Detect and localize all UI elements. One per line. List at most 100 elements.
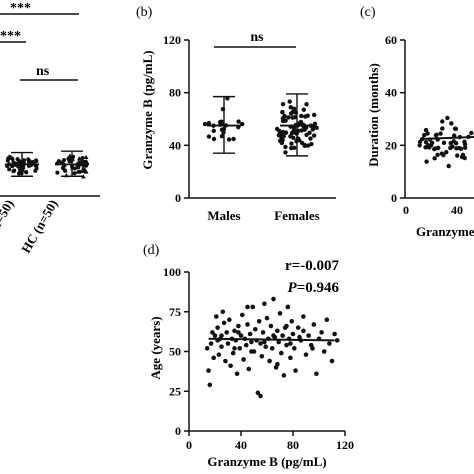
panel-c-label: (c) [360, 5, 376, 20]
panel-d-point [263, 344, 269, 350]
panel-a-point [72, 166, 77, 171]
panel-b-points [202, 93, 319, 157]
panel-b-category-females: Females [274, 208, 319, 223]
panel-d-point [219, 333, 224, 338]
panel-d-y-tick-label: 0 [175, 424, 181, 438]
panel-d-point [269, 346, 275, 351]
panel-c-point [446, 163, 451, 169]
panel-d-point [258, 341, 263, 346]
panel-d-point [303, 352, 309, 357]
panel-b-point [309, 141, 314, 147]
panel-d: (d) Age (years) 0 25 50 75 100 0 40 80 120 r=-0… [143, 243, 354, 469]
panel-d-point [245, 304, 250, 310]
panel-d-point [310, 346, 315, 351]
panel-b-point [288, 111, 294, 116]
panel-a-point [21, 158, 26, 163]
panel-d-point [247, 331, 253, 337]
panel-d-point [238, 333, 244, 338]
panel-c-point [449, 121, 454, 126]
panel-d-p-number: =0.946 [297, 280, 340, 296]
panel-d-point [249, 339, 254, 345]
panel-d-point [259, 353, 265, 359]
panel-d-point [237, 346, 242, 351]
panel-d-point [285, 304, 291, 310]
panel-d-point [224, 330, 229, 335]
panel-c-point [426, 144, 431, 150]
panel-c-y-tick-label: 60 [385, 33, 397, 47]
panel-d-point [319, 330, 324, 335]
panel-b-point [299, 140, 305, 146]
panel-b-point [274, 126, 280, 132]
panel-b-point [206, 134, 212, 139]
panel-c-point [453, 141, 459, 146]
panel-b-point [283, 150, 288, 155]
panel-b-point [202, 121, 208, 127]
panel-c-y-tick-label: 0 [391, 191, 397, 205]
panel-d-point [211, 355, 216, 361]
panel-b-point [287, 99, 292, 104]
panel-d-point [230, 350, 236, 356]
panel-a-point [76, 156, 82, 161]
panel-d-point [246, 366, 252, 372]
panel-b-point [280, 116, 286, 121]
panel-b-point [304, 132, 309, 138]
panel-c-y-ticks: 0 20 40 60 [385, 33, 405, 205]
panel-d-point [301, 328, 306, 334]
panel-c-point [460, 152, 466, 158]
panel-d-point [281, 373, 287, 378]
panel-b-point [302, 127, 307, 132]
panel-b-point [278, 138, 283, 144]
panel-c-point [432, 156, 437, 161]
panel-d-point [236, 330, 241, 335]
panel-d-point [321, 349, 327, 354]
panel-b-point [279, 134, 285, 139]
panel-a-point [33, 168, 38, 173]
panel-a-point [63, 168, 68, 173]
panel-b-point [308, 136, 313, 141]
panel-b-point [302, 143, 307, 149]
panel-b-point [311, 133, 317, 138]
panel-a-point [55, 170, 60, 175]
panel-c-point [455, 153, 460, 158]
panel-a-point [34, 164, 39, 169]
panel-d-point [223, 358, 228, 364]
panel-a-point [83, 154, 89, 159]
panel-d-point [234, 371, 240, 377]
panel-d-point [271, 333, 276, 338]
panel-d-p-value: P=0.946 [288, 280, 340, 296]
sig-label-ns: ns [36, 64, 50, 79]
panel-d-point [253, 326, 258, 332]
panel-d-point [297, 334, 302, 340]
panel-d-point [258, 393, 263, 399]
panel-c-point [440, 126, 445, 131]
panel-b-point [226, 137, 232, 142]
panel-b-point [292, 130, 298, 135]
panel-b-point [297, 120, 303, 126]
panel-d-x-ticks: 0 40 80 120 [186, 431, 354, 452]
panel-d-point [280, 333, 285, 338]
panel-c-y-tick-label: 40 [385, 86, 397, 100]
panel-c-point [417, 139, 423, 145]
panel-d-x-tick-label: 0 [186, 438, 192, 452]
panel-b-sig-label: ns [250, 30, 264, 45]
panel-c-point [434, 132, 439, 137]
panel-a-point [80, 156, 85, 161]
panel-a-point [83, 169, 89, 174]
panel-a-point [62, 157, 67, 162]
panel-c-point [435, 152, 440, 158]
panel-d-fit-line [208, 337, 335, 342]
panel-d-y-tick-label: 50 [169, 345, 181, 359]
panel-a-point [72, 171, 77, 176]
panel-d-y-tick-label: 25 [169, 384, 181, 398]
panel-d-point [288, 355, 293, 361]
panel-a-point [79, 168, 85, 174]
panel-d-point [275, 361, 280, 367]
panel-c-point [441, 140, 447, 145]
panel-a-point [15, 157, 20, 162]
panel-d-point [284, 342, 289, 348]
panel-d-point [236, 323, 241, 329]
panel-b-y-tick-label: 40 [169, 138, 181, 152]
panel-c-point [423, 127, 429, 133]
panel-a-point [7, 167, 12, 172]
panel-b-point [304, 101, 309, 107]
